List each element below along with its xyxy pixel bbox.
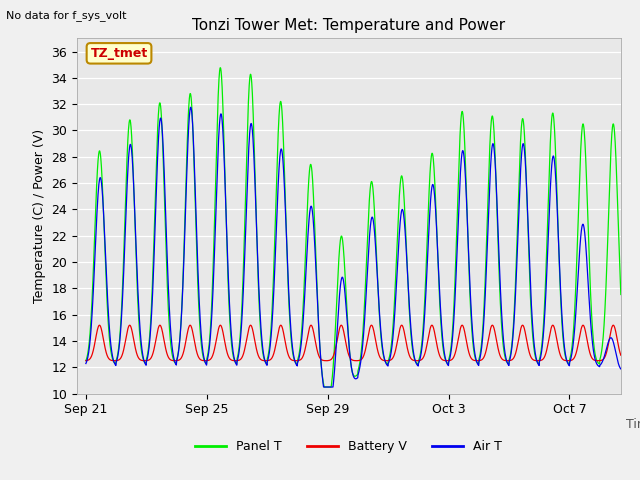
Text: TZ_tmet: TZ_tmet xyxy=(90,47,148,60)
Legend: Panel T, Battery V, Air T: Panel T, Battery V, Air T xyxy=(190,435,508,458)
Text: Time: Time xyxy=(626,419,640,432)
Title: Tonzi Tower Met: Temperature and Power: Tonzi Tower Met: Temperature and Power xyxy=(192,18,506,33)
Y-axis label: Temperature (C) / Power (V): Temperature (C) / Power (V) xyxy=(33,129,45,303)
Text: No data for f_sys_volt: No data for f_sys_volt xyxy=(6,10,127,21)
